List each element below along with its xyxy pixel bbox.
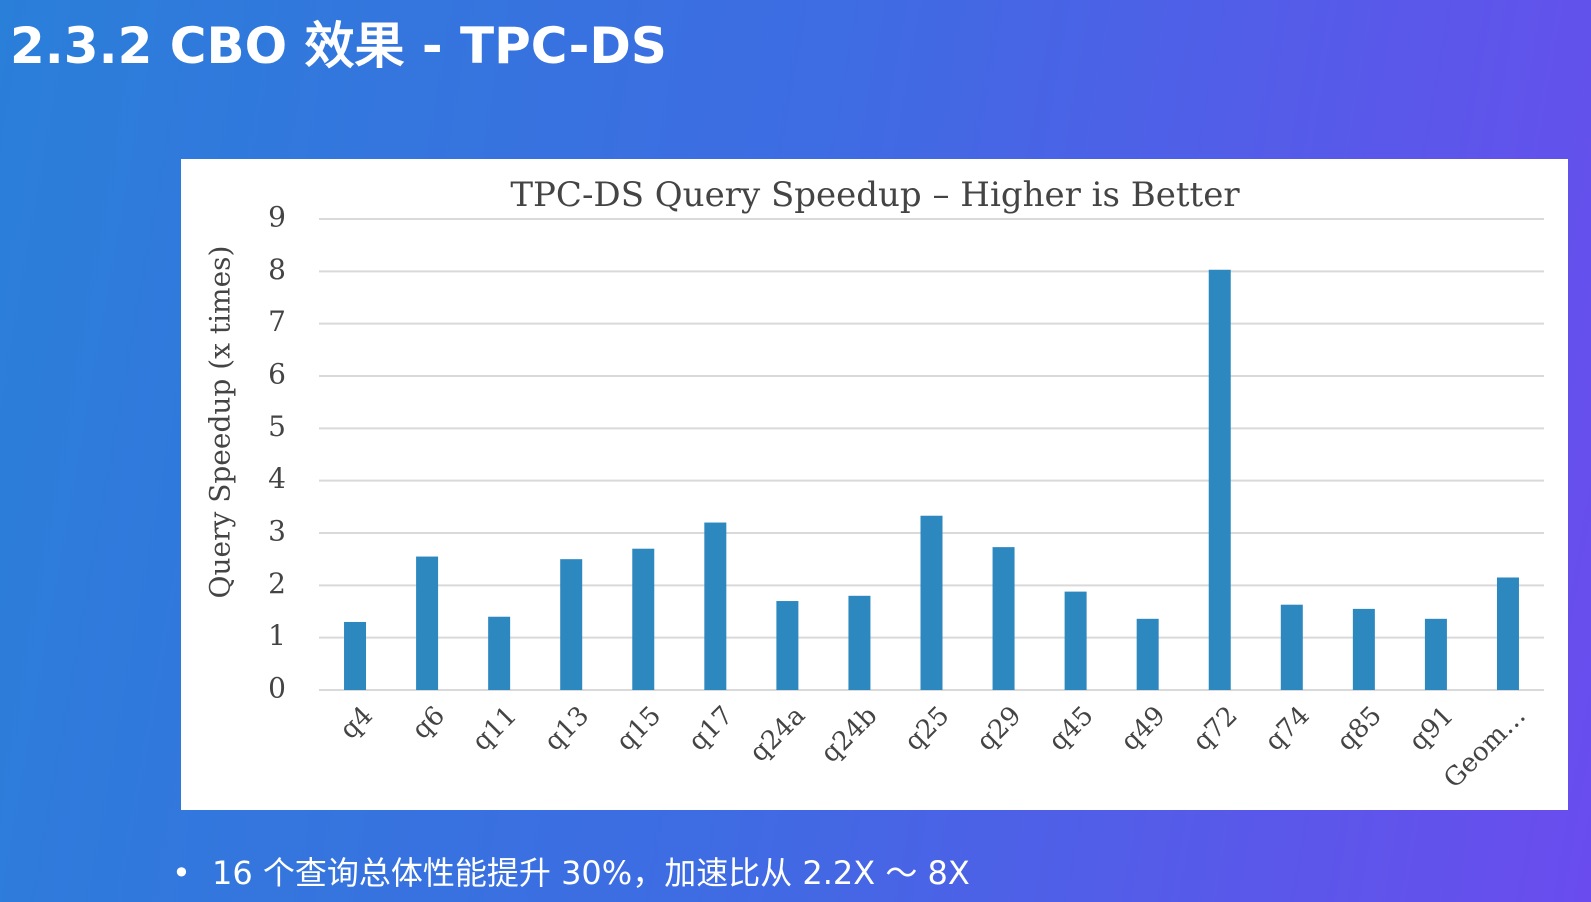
bar: [632, 548, 655, 690]
y-axis-label: Query Speedup (x times): [204, 246, 237, 599]
bar: [416, 556, 439, 690]
bar: [776, 601, 799, 690]
slide-title: 2.3.2 CBO 效果 - TPC-DS: [10, 17, 667, 75]
bar: [704, 522, 727, 690]
y-tick-label: 8: [268, 253, 286, 286]
bar: [488, 616, 511, 690]
bar: [920, 515, 943, 690]
y-tick-label: 1: [268, 619, 286, 652]
bar: [848, 595, 871, 690]
chart-title: TPC-DS Query Speedup – Higher is Better: [510, 175, 1240, 215]
bar: [1064, 591, 1087, 690]
bar: [1496, 577, 1519, 690]
y-tick-label: 4: [268, 462, 286, 495]
y-tick-label: 0: [268, 672, 286, 705]
bar: [992, 547, 1015, 690]
bar: [1136, 618, 1159, 690]
bar: [1208, 269, 1231, 690]
bar: [560, 559, 583, 690]
bar: [1280, 604, 1303, 690]
bar: [1352, 608, 1375, 690]
y-tick-label: 9: [268, 201, 286, 234]
chart-card: [181, 159, 1568, 810]
y-tick-label: 3: [268, 515, 286, 548]
y-tick-label: 2: [268, 567, 286, 600]
y-tick-label: 5: [268, 410, 286, 443]
bar: [344, 621, 367, 690]
bullet: • 16 个查询总体性能提升 30%，加速比从 2.2X ～ 8X: [172, 854, 970, 892]
y-tick-label: 7: [268, 305, 286, 338]
bar: [1424, 618, 1447, 690]
y-tick-label: 6: [268, 358, 286, 391]
bullet-text: 16 个查询总体性能提升 30%，加速比从 2.2X ～ 8X: [212, 854, 970, 892]
